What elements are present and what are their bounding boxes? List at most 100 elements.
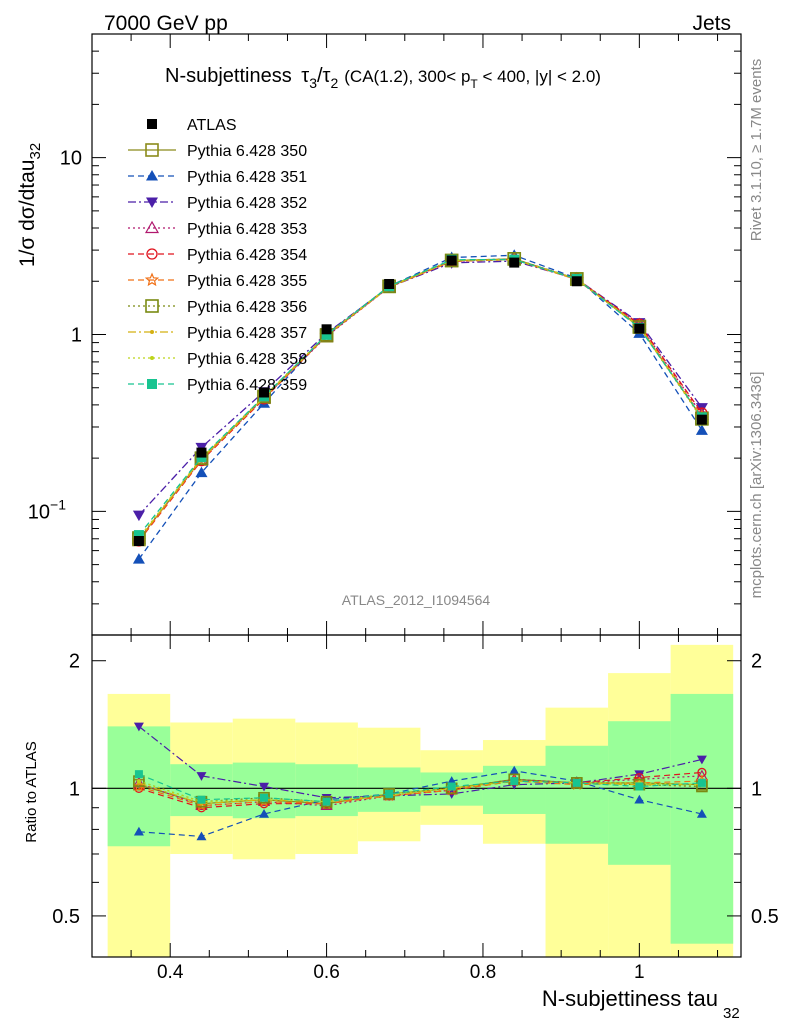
legend-label: Pythia 6.428 354	[187, 247, 307, 264]
ratio-y-tick-label: 2	[69, 651, 80, 673]
ratio-frame	[91, 634, 742, 958]
axes: 0.4 0.6 0.8 1 10−1 1 10 0.5 0.5 1 1 2 2	[28, 33, 779, 983]
green-band	[670, 693, 734, 944]
series-line	[138, 254, 703, 560]
header-right: Jets	[692, 12, 731, 35]
legend-entry: Pythia 6.428 354	[128, 247, 307, 264]
main-y-label: 1/σ dσ/dtau32	[16, 143, 44, 267]
legend-label: Pythia 6.428 350	[187, 143, 307, 160]
marker-triangle-up	[133, 826, 144, 836]
legend-label: Pythia 6.428 356	[187, 299, 307, 316]
marker-square	[510, 777, 519, 786]
marker-triangle-down	[196, 772, 207, 781]
marker-triangle-up	[696, 808, 707, 818]
main-y-tick-exponent: −1	[50, 496, 66, 512]
marker-triangle-up	[509, 765, 520, 775]
data-point	[446, 255, 457, 266]
data-point	[321, 324, 332, 335]
ratio-y-tick-label: 0.5	[52, 906, 80, 928]
ratio-series-pythia-6.428-359	[134, 770, 706, 806]
ratio-line	[138, 780, 702, 805]
green-band	[545, 745, 609, 844]
marker-triangle-down	[259, 782, 270, 792]
marker-square	[260, 793, 269, 802]
mcplots-label: mcplots.cern.ch [arXiv:1306.3436]	[748, 372, 765, 599]
marker-square	[321, 329, 332, 340]
title-tau3: τ	[301, 65, 309, 87]
marker-square	[133, 530, 144, 541]
legend-entry: Pythia 6.428 352	[128, 195, 307, 212]
data-points	[133, 255, 707, 546]
main-y-label-sub: 32	[27, 143, 44, 160]
legend-label: Pythia 6.428 358	[187, 351, 307, 368]
legend: ATLAS Pythia 6.428 350 Pythia 6.428 351 Pyt…	[128, 117, 307, 394]
marker-triangle-up	[259, 808, 270, 818]
marker-triangle-up	[196, 831, 207, 841]
legend-entry: ATLAS	[147, 117, 237, 134]
marker-open-star	[144, 272, 160, 287]
main-y-tick-label: 1	[71, 325, 82, 347]
title-slash: /	[317, 65, 323, 87]
marker-triangle-up	[634, 794, 645, 804]
title-sub3: 3	[309, 75, 317, 91]
marker-dot	[150, 356, 154, 360]
marker-square	[147, 379, 157, 389]
data-point	[696, 414, 707, 425]
series-line	[138, 258, 703, 540]
marker-open-square	[444, 253, 459, 268]
legend-entry: Pythia 6.428 356	[128, 299, 307, 316]
series-line	[138, 258, 703, 536]
title-main: N-subjettiness	[165, 65, 292, 87]
legend-entry: Pythia 6.428 357	[128, 325, 307, 342]
ratio-line	[138, 780, 702, 803]
main-y-tick-label: 10	[60, 148, 82, 170]
x-axis-label: N-subjettiness tau	[542, 986, 718, 1011]
series-pythia-6.428-355	[131, 252, 710, 547]
data-point	[384, 278, 395, 289]
legend-entry: Pythia 6.428 351	[128, 169, 307, 186]
ratio-panel	[92, 722, 741, 841]
legend-entry: Pythia 6.428 359	[128, 377, 307, 394]
main-y-label-text: 1/σ dσ/dtau	[16, 160, 39, 268]
marker-triangle-up	[132, 553, 145, 564]
ratio-y-tick-label-right: 1	[751, 778, 762, 800]
x-tick-label: 1	[634, 962, 645, 983]
marker-square	[635, 782, 644, 791]
series-pythia-6.428-356	[132, 252, 709, 545]
main-series	[131, 249, 710, 564]
data-point	[259, 387, 270, 398]
data-point	[509, 257, 520, 268]
marker-dot	[136, 779, 141, 784]
marker-triangle-down	[146, 197, 158, 208]
x-axis-label-text: N-subjettiness tau	[542, 986, 718, 1011]
legend-entry: Pythia 6.428 358	[128, 351, 307, 368]
title-tau2: τ	[323, 65, 331, 87]
ratio-line	[138, 725, 703, 799]
marker-triangle-up	[695, 424, 708, 435]
ratio-line	[138, 780, 702, 807]
marker-triangle-down	[132, 510, 145, 522]
marker-square	[697, 778, 706, 787]
legend-label: Pythia 6.428 355	[187, 273, 307, 290]
legend-label: Pythia 6.428 359	[187, 377, 307, 394]
marker-square	[197, 795, 206, 804]
legend-entry: Pythia 6.428 350	[128, 143, 307, 160]
series-pythia-6.428-359	[133, 254, 707, 541]
analysis-id: ATLAS_2012_I1094564	[342, 592, 491, 608]
data-point	[196, 447, 207, 458]
ratio-y-label: Ratio to ATLAS	[23, 741, 40, 842]
plot-title: N-subjettiness τ3/τ2 (CA(1.2), 300< pT < …	[165, 65, 601, 91]
ratio-y-tick-label: 1	[69, 778, 80, 800]
legend-label: Pythia 6.428 351	[187, 169, 307, 186]
marker-triangle-down	[696, 755, 707, 765]
legend-entry: Pythia 6.428 353	[128, 220, 307, 238]
marker-square	[134, 770, 143, 779]
ratio-line	[138, 773, 702, 803]
x-tick-label: 0.6	[313, 962, 339, 983]
title-cuts-a: (CA(1.2), 300< p	[344, 67, 470, 86]
title-sub2: 2	[330, 75, 338, 91]
series-pythia-6.428-353	[131, 251, 709, 544]
ratio-y-tick-label-right: 2	[751, 651, 762, 673]
marker-triangle-up	[146, 170, 158, 181]
